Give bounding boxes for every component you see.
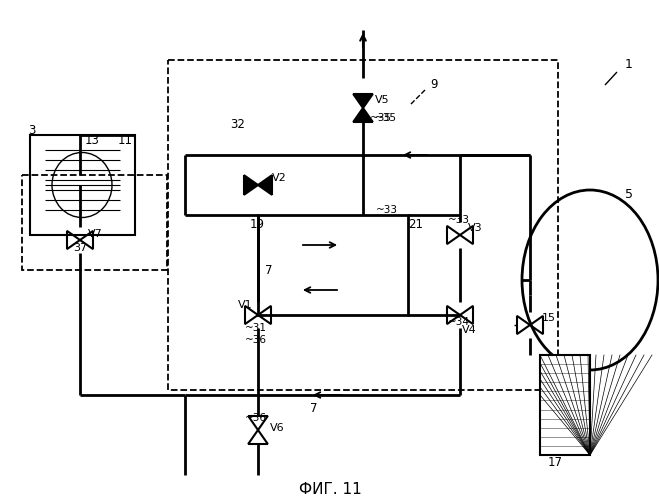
Text: 21: 21 [408, 218, 423, 232]
Text: V1: V1 [238, 300, 252, 310]
Text: 7: 7 [265, 264, 273, 276]
Text: ~35: ~35 [370, 113, 392, 123]
Text: V7: V7 [88, 229, 103, 239]
Bar [540, 355, 590, 455]
Text: V2: V2 [272, 173, 287, 183]
Text: ~35: ~35 [375, 113, 397, 123]
Text: 32: 32 [230, 118, 245, 132]
Text: 11: 11 [118, 134, 133, 146]
Text: ФИГ. 11: ФИГ. 11 [299, 482, 361, 498]
Text: 15: 15 [542, 313, 556, 323]
Polygon shape [258, 175, 272, 195]
Text: V3: V3 [468, 223, 482, 233]
Polygon shape [244, 175, 258, 195]
Bar [258, 215, 408, 315]
Text: 13: 13 [85, 134, 100, 146]
Polygon shape [353, 108, 373, 122]
Text: 5: 5 [625, 188, 633, 202]
Text: ~36: ~36 [245, 413, 267, 423]
Text: 9: 9 [430, 78, 438, 92]
Bar [168, 60, 558, 390]
Text: V6: V6 [270, 423, 285, 433]
Text: ~33: ~33 [376, 205, 398, 215]
Polygon shape [353, 94, 373, 108]
Text: 1: 1 [625, 58, 633, 71]
Bar [30, 135, 135, 235]
Text: 19: 19 [250, 218, 265, 232]
Text: V4: V4 [462, 325, 476, 335]
Text: ~34: ~34 [448, 317, 470, 327]
Text: ~33: ~33 [448, 215, 470, 225]
Text: V5: V5 [375, 95, 389, 105]
Bar [22, 175, 167, 270]
Text: 37: 37 [73, 243, 87, 253]
Text: 7: 7 [310, 402, 318, 414]
Text: ~31: ~31 [245, 323, 267, 333]
Text: ~36: ~36 [245, 335, 267, 345]
Text: 17: 17 [548, 456, 563, 469]
Text: 3: 3 [28, 124, 36, 136]
